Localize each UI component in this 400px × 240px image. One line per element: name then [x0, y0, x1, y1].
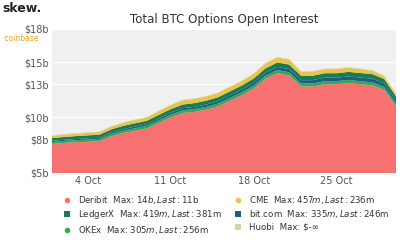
Text: skew.: skew. [2, 2, 41, 15]
Title: Total BTC Options Open Interest: Total BTC Options Open Interest [130, 13, 318, 26]
Text: ·coinbase: ·coinbase [2, 34, 38, 43]
Legend: Deribit  Max: $14b, Last: $11b, LedgerX  Max: $419m, Last: $381m, OKEx  Max: $30: Deribit Max: $14b, Last: $11b, LedgerX M… [59, 193, 389, 236]
